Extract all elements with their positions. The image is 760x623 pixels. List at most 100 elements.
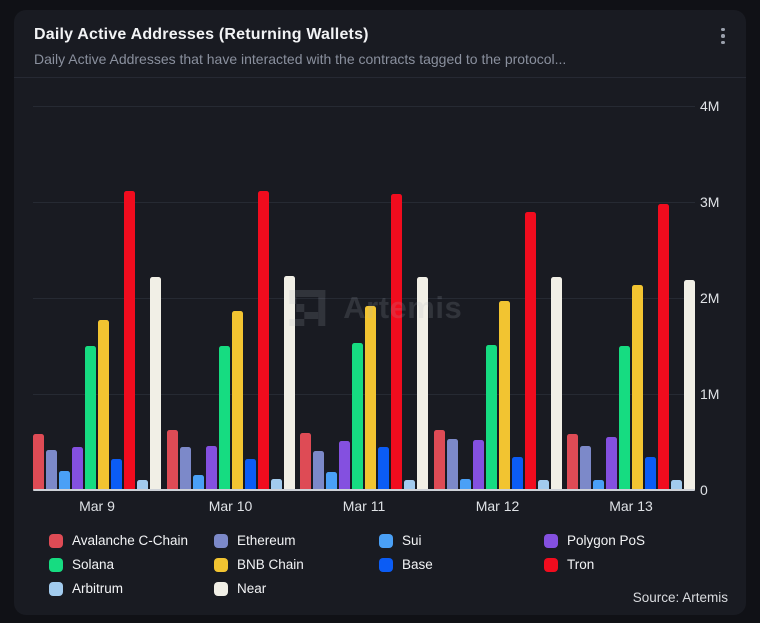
bar-polygon-pos[interactable] <box>472 440 484 490</box>
bar-groups <box>33 106 695 490</box>
bar-group-mar-11 <box>300 106 428 490</box>
legend-swatch-icon <box>379 557 393 572</box>
y-tick-label: 1M <box>700 386 720 402</box>
bar-tron[interactable] <box>524 212 536 490</box>
y-axis-labels: 4M 3M 2M 1M 0 <box>698 98 738 498</box>
gridline <box>33 202 695 203</box>
bar-polygon-pos[interactable] <box>205 446 217 490</box>
bar-polygon-pos[interactable] <box>339 441 350 490</box>
legend-label: Polygon PoS <box>567 533 646 548</box>
x-tick-label: Mar 11 <box>342 498 386 514</box>
chart-plot-area: 4M 3M 2M 1M 0 Mar 9 Mar 10 Mar 11 Mar 12 Mar 13 … <box>14 78 746 523</box>
bar-avalanche-c-chain[interactable] <box>433 430 445 490</box>
chart-subtitle: Daily Active Addresses that have interac… <box>34 51 567 67</box>
bar-solana[interactable] <box>352 343 363 490</box>
bar-solana[interactable] <box>485 345 497 490</box>
x-tick-label: Mar 9 <box>79 498 115 514</box>
bar-avalanche-c-chain[interactable] <box>567 434 578 490</box>
bar-polygon-pos[interactable] <box>72 447 83 490</box>
legend-item-tron[interactable]: Tron <box>544 557 709 572</box>
plot <box>33 106 695 491</box>
legend-label: Avalanche C-Chain <box>72 533 189 548</box>
chart-card: Daily Active Addresses (Returning Wallet… <box>14 10 746 615</box>
bar-tron[interactable] <box>391 194 402 490</box>
bar-tron[interactable] <box>257 191 269 490</box>
y-tick-label: 2M <box>700 290 720 306</box>
bar-avalanche-c-chain[interactable] <box>33 434 44 490</box>
legend-item-bnb-chain[interactable]: BNB Chain <box>214 557 379 572</box>
bar-avalanche-c-chain[interactable] <box>300 433 311 490</box>
bar-near[interactable] <box>684 280 695 490</box>
legend-swatch-icon <box>214 533 228 548</box>
bar-tron[interactable] <box>658 204 669 490</box>
chart-legend: Avalanche C-Chain Ethereum Sui Polygon PoS S… <box>14 523 746 596</box>
bar-ethereum[interactable] <box>446 439 458 490</box>
legend-label: Base <box>402 557 433 572</box>
legend-swatch-icon <box>379 533 393 548</box>
bar-sui[interactable] <box>59 471 70 490</box>
bar-base[interactable] <box>111 459 122 490</box>
legend-item-avalanche-c-chain[interactable]: Avalanche C-Chain <box>49 533 214 548</box>
bar-near[interactable] <box>150 277 161 490</box>
bar-arbitrum[interactable] <box>404 480 415 490</box>
bar-near[interactable] <box>283 276 295 490</box>
bar-ethereum[interactable] <box>46 450 57 490</box>
legend-item-ethereum[interactable]: Ethereum <box>214 533 379 548</box>
legend-item-polygon-pos[interactable]: Polygon PoS <box>544 533 709 548</box>
bar-ethereum[interactable] <box>313 451 324 490</box>
y-tick-label: 4M <box>700 98 720 114</box>
bar-bnb-chain[interactable] <box>498 301 510 490</box>
bar-base[interactable] <box>645 457 656 490</box>
bar-polygon-pos[interactable] <box>606 437 617 490</box>
bar-sui[interactable] <box>326 472 337 490</box>
bar-tron[interactable] <box>124 191 135 490</box>
bar-base[interactable] <box>244 459 256 490</box>
bar-bnb-chain[interactable] <box>365 306 376 490</box>
bar-solana[interactable] <box>619 346 630 490</box>
x-tick-label: Mar 10 <box>208 498 253 514</box>
bar-arbitrum[interactable] <box>671 480 682 490</box>
bar-arbitrum[interactable] <box>137 480 148 490</box>
bar-group-mar-9 <box>33 106 161 490</box>
legend-item-arbitrum[interactable]: Arbitrum <box>49 581 214 596</box>
legend-item-base[interactable]: Base <box>379 557 544 572</box>
legend-swatch-icon <box>214 581 228 596</box>
bar-solana[interactable] <box>85 346 96 490</box>
bar-base[interactable] <box>511 457 523 490</box>
legend-label: Arbitrum <box>72 581 124 596</box>
legend-label: Solana <box>72 557 115 572</box>
legend-item-sui[interactable]: Sui <box>379 533 544 548</box>
legend-item-solana[interactable]: Solana <box>49 557 214 572</box>
bar-sui[interactable] <box>459 479 471 490</box>
x-tick-label: Mar 12 <box>475 498 520 514</box>
bar-ethereum[interactable] <box>179 447 191 490</box>
bar-ethereum[interactable] <box>580 446 591 490</box>
bar-avalanche-c-chain[interactable] <box>166 430 178 490</box>
legend-swatch-icon <box>544 557 558 572</box>
bar-near[interactable] <box>417 277 428 490</box>
bar-bnb-chain[interactable] <box>98 320 109 490</box>
legend-swatch-icon <box>49 581 63 596</box>
bar-arbitrum[interactable] <box>537 480 549 490</box>
legend-swatch-icon <box>214 557 228 572</box>
bar-arbitrum[interactable] <box>270 479 282 490</box>
bar-group-mar-13 <box>567 106 695 490</box>
gridline <box>33 298 695 299</box>
bar-base[interactable] <box>378 447 389 490</box>
y-tick-label: 3M <box>700 194 720 210</box>
bar-bnb-chain[interactable] <box>632 285 643 490</box>
source-attribution: Source: Artemis <box>632 590 728 605</box>
legend-label: Near <box>237 581 267 596</box>
bar-bnb-chain[interactable] <box>231 311 243 490</box>
bar-sui[interactable] <box>593 480 604 490</box>
gridline <box>33 106 695 107</box>
legend-item-near[interactable]: Near <box>214 581 379 596</box>
legend-label: Tron <box>567 557 595 572</box>
bar-near[interactable] <box>550 277 562 490</box>
bar-sui[interactable] <box>192 475 204 490</box>
bar-solana[interactable] <box>218 346 230 490</box>
kebab-menu-icon[interactable] <box>712 24 734 48</box>
x-axis-line <box>33 489 695 491</box>
card-header: Daily Active Addresses (Returning Wallet… <box>14 10 746 78</box>
bar-group-mar-12 <box>433 106 562 490</box>
